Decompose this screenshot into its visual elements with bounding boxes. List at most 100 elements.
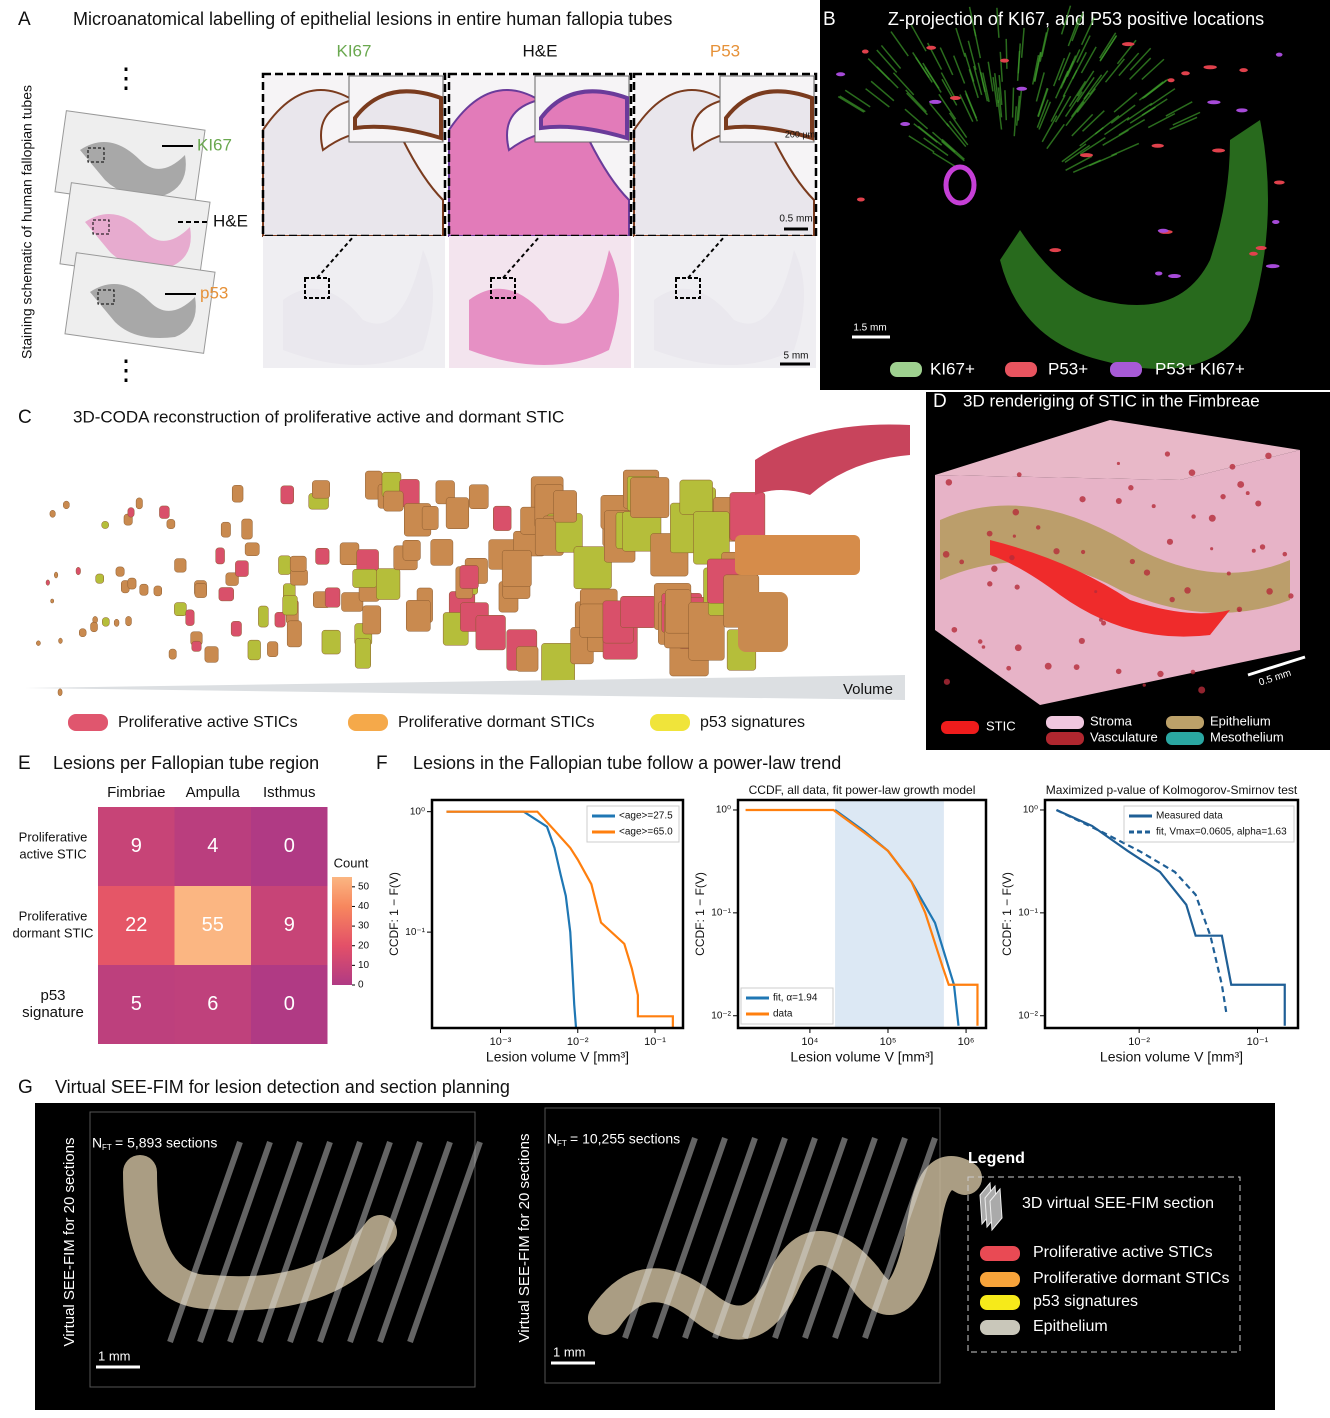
zoom-line [502,235,541,279]
inset-tissue [724,89,814,141]
signal [1041,115,1058,143]
cell-value: 5 [131,993,142,1015]
scale-bar [1247,655,1306,677]
legend-label: <age>=27.5 [619,811,673,822]
lesion [194,583,207,598]
vessel [1191,514,1196,519]
signal [1004,90,1008,121]
stain-label: KI67 [197,135,232,154]
legend-label: Stroma [1090,713,1133,728]
section-plane [772,1137,848,1339]
signal [910,24,927,52]
signal [892,72,915,96]
lesion [630,477,670,518]
legend-swatch [650,714,690,731]
signal [1111,142,1140,157]
vessel [1053,548,1060,555]
column-label: H&E [523,41,558,60]
spot [836,72,846,77]
signal [1071,12,1084,42]
cell-value: 4 [207,835,218,857]
vessel [1142,683,1146,687]
section-plane [682,1137,758,1339]
lesion [36,640,41,646]
y-axis-label: CCDF: 1 − F(V) [387,872,401,956]
spot [926,45,937,50]
signal [880,44,902,69]
section-plane [377,1141,453,1343]
signal [939,47,954,76]
signal [1062,69,1078,98]
x-tick-label: 10⁻¹ [644,1036,666,1048]
vessel [1164,451,1171,457]
lesion [139,583,149,596]
legend-box [1123,805,1295,843]
legend-label: STIC [986,718,1016,733]
signal [908,135,935,153]
lesion [159,505,170,519]
section-plane [407,1141,483,1343]
signal [931,131,956,153]
tube [123,1155,397,1311]
signal [1064,91,1083,118]
vessel [981,645,986,649]
legend-label: Proliferative active STICs [118,714,298,731]
signal [1147,112,1176,129]
column-label: P53 [710,41,740,60]
vessel [1266,588,1273,595]
section-plane [287,1141,363,1343]
spot [856,197,865,202]
overview-tissue [469,250,619,365]
label: Lesions per Fallopian tube region [53,753,319,773]
legend-swatch [1046,716,1084,729]
signal [1076,70,1095,97]
x-axis-label: Lesion volume V [mm³] [790,1049,933,1065]
legend-swatch [1166,732,1204,745]
signal [1017,90,1023,121]
label: E [18,753,31,774]
signal [1129,106,1156,124]
lesion [166,519,176,529]
signal [837,95,865,113]
signal [998,75,1003,106]
lesion [49,510,56,518]
legend-label: 3D virtual SEE-FIM section [1022,1195,1214,1212]
signal [1011,87,1015,118]
vessel [1190,669,1196,675]
spot [900,122,911,127]
count-label: FT [557,1139,567,1148]
vessel [1237,608,1241,612]
lesion [125,616,132,627]
signal [865,88,890,108]
lesion [241,518,253,540]
signal [1031,54,1040,85]
vessel [1143,569,1151,576]
signal [1129,57,1152,80]
y-axis-label: CCDF: 1 − F(V) [1000,872,1014,956]
scale-label: 1.5 mm [853,323,886,334]
signal [1099,32,1117,59]
tissue [80,142,186,196]
signal [996,7,1000,38]
spot [1236,108,1248,113]
lesion [54,571,59,579]
tissue [85,214,191,268]
section-plane [257,1141,333,1343]
section-plane [742,1137,818,1339]
legend-label: Mesothelium [1210,729,1284,744]
legend-swatch [980,1272,1020,1287]
series-line [446,810,674,1028]
dots: ⋮ [112,354,140,385]
signal [1050,94,1066,122]
scale-label: 1 mm [553,1344,586,1359]
signal [1065,155,1093,171]
overview-tissue [654,250,804,365]
label: A [18,9,31,30]
vessel [1229,463,1236,470]
signal [1149,88,1176,107]
signal [1118,52,1140,77]
signal [1015,95,1021,126]
plot-frame [1043,798,1300,1030]
lesion [235,560,249,577]
count-label: = 5,893 sections [115,1135,217,1151]
